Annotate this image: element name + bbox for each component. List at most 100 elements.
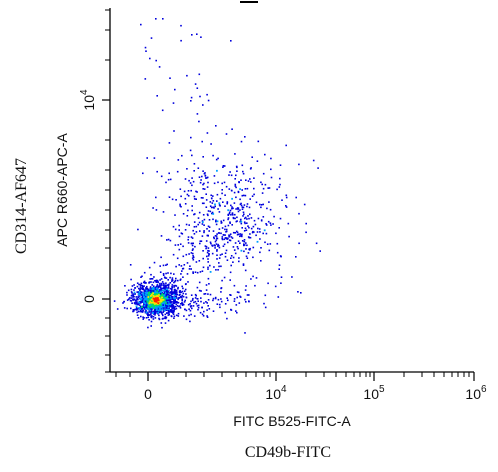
event-dot [214,247,216,249]
event-dot [221,253,223,255]
event-dot [158,294,160,296]
event-dot [195,190,197,193]
event-dot [150,37,153,39]
event-dot [226,297,228,299]
event-dot [241,240,244,242]
event-dot [234,252,237,255]
event-dot [204,293,207,295]
event-dot [150,307,152,310]
event-dot [216,220,219,223]
event-dot [165,294,168,296]
event-dot [207,225,210,228]
event-dot [210,206,213,209]
event-dot [170,304,172,306]
event-dot [235,196,237,199]
event-dot [189,149,192,152]
event-dot [260,247,262,249]
event-dot [186,215,189,217]
event-dot [215,158,218,161]
event-dot [228,211,231,214]
event-dot [298,163,300,166]
event-dot [135,305,138,308]
event-dot [126,291,128,294]
event-dot [165,317,167,320]
event-dot [203,182,205,185]
event-dot [220,291,222,293]
event-dot [215,223,218,226]
event-dot [148,281,151,283]
event-dot [243,250,245,253]
event-dot [177,279,179,282]
event-dot [248,226,250,229]
event-dot [165,302,167,305]
event-dot [158,314,160,317]
event-dot [198,260,201,262]
event-dot [303,203,306,206]
event-dot [249,213,251,216]
event-dot [218,303,221,306]
event-dot [220,232,222,235]
event-dot [201,202,204,205]
event-dot [161,292,164,294]
event-dot [187,303,190,306]
event-dot [138,307,141,309]
event-dot [162,273,165,275]
event-dot [252,275,254,278]
event-dot [244,269,247,272]
event-dot [184,203,187,205]
event-dot [191,244,194,247]
event-dot [249,168,252,170]
event-dot [150,306,153,309]
event-dot [238,260,240,263]
event-dot [132,299,134,301]
event-dot [194,271,197,273]
event-dot [202,170,204,172]
event-dot [155,297,157,299]
event-dot [287,222,290,225]
event-dot [175,303,178,305]
event-dot [207,258,209,260]
event-dot [222,166,224,168]
event-dot [199,240,202,242]
event-dot [230,214,232,216]
event-dot [167,289,170,292]
event-dot [169,282,172,284]
event-dot [231,212,234,215]
event-dot [225,185,228,188]
event-dot [208,230,210,232]
event-dot [230,174,233,177]
event-dot [190,189,192,192]
event-dot [181,285,183,288]
event-dot [150,296,153,298]
event-dot [136,311,138,314]
event-dot [217,298,220,301]
event-dot [262,232,264,235]
event-dot [262,216,265,218]
event-dot [199,271,202,273]
event-dot [234,217,236,220]
event-dot [143,293,146,296]
event-dot [249,247,251,250]
event-dot [244,227,247,230]
event-dot [234,185,237,187]
event-dot [132,293,135,295]
event-dot [143,291,146,293]
event-dot [231,207,233,210]
event-dot [144,310,147,313]
event-dot [145,50,147,52]
event-dot [151,288,154,290]
outer-y-label: CD314-AF647 [13,158,30,254]
event-dot [155,300,158,303]
event-dot [246,203,249,205]
event-dot [157,285,160,288]
event-dot [166,305,169,307]
event-dot [165,282,167,284]
event-dot [168,309,170,311]
event-dot [245,242,247,244]
event-dot [123,307,126,309]
event-dot [142,294,145,296]
event-dot [203,310,205,313]
event-dot [224,225,227,228]
event-dot [151,293,153,296]
event-dot [184,308,186,311]
